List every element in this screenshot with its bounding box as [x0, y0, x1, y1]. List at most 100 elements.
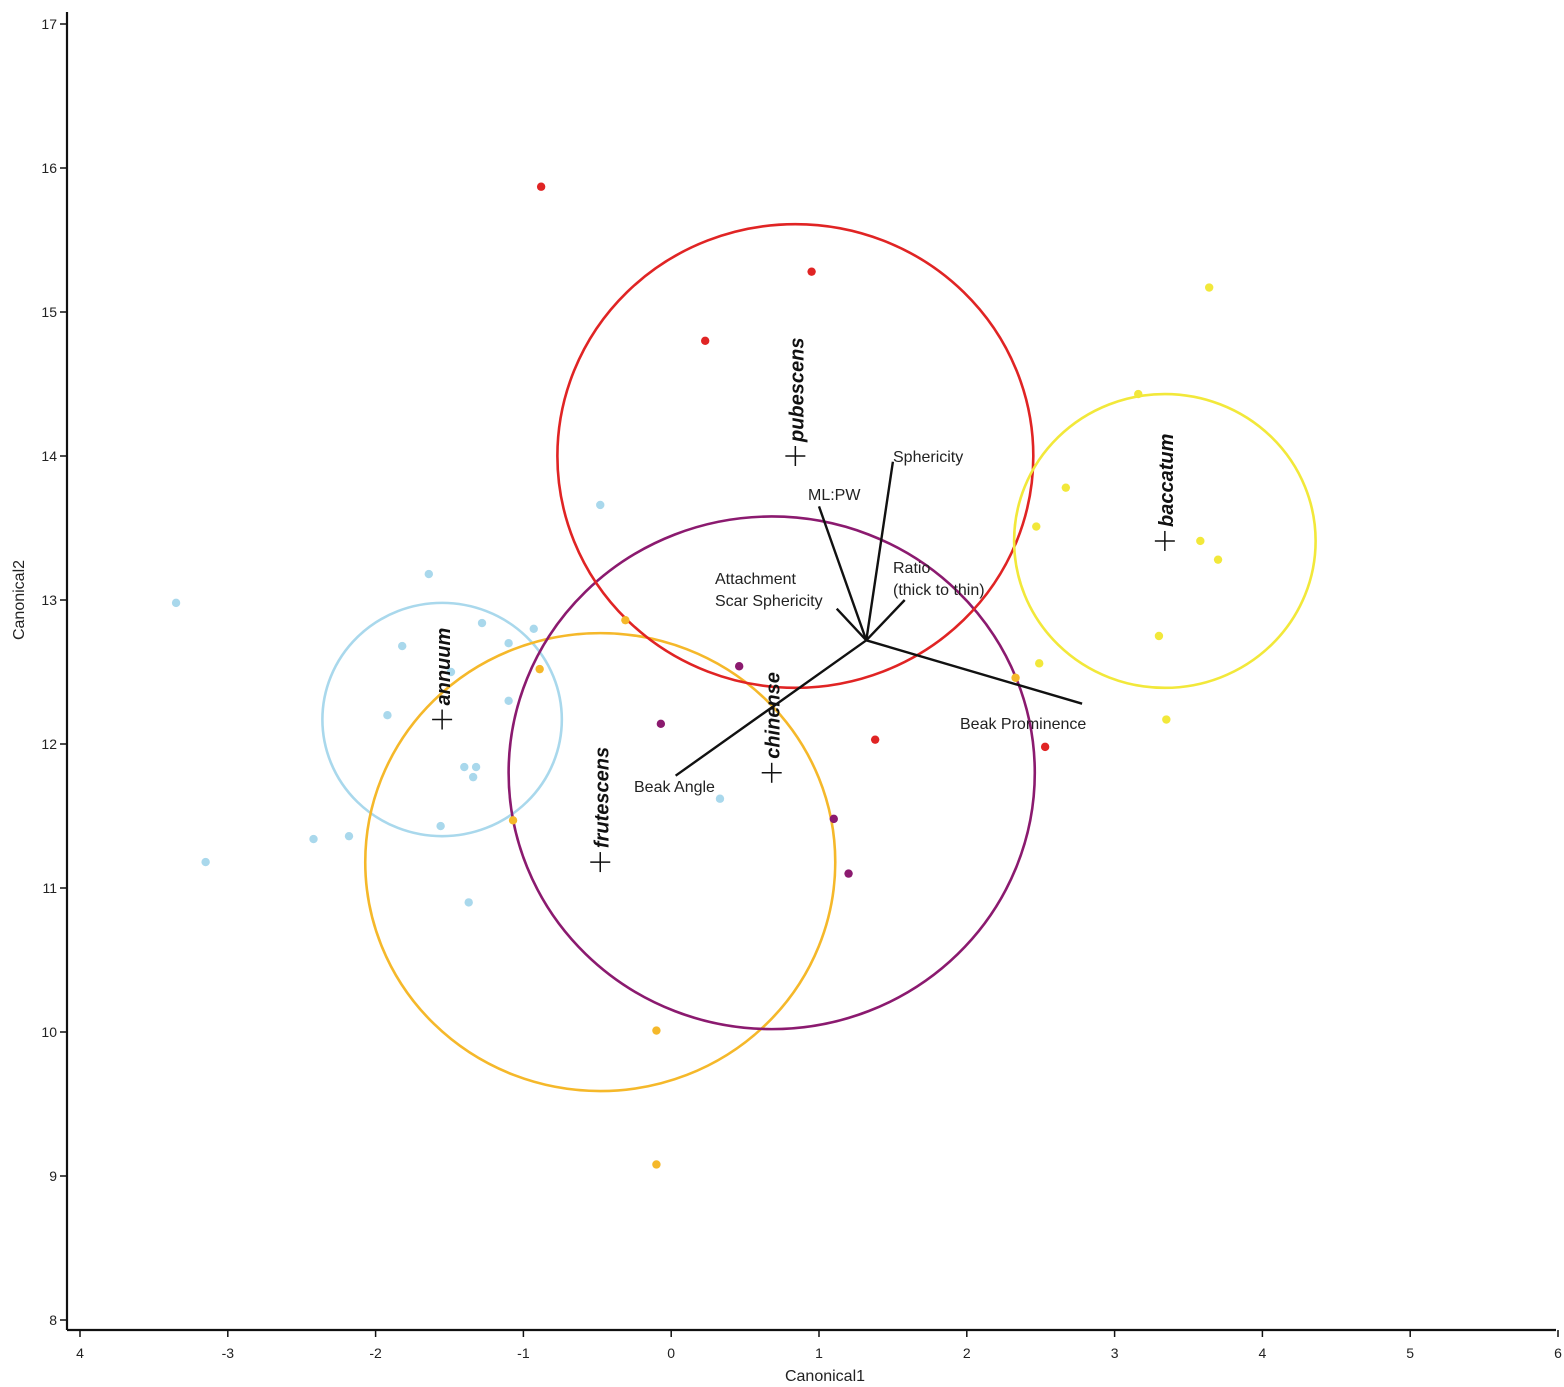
- x-tick-label: 4: [1259, 1345, 1267, 1361]
- data-point-pubescens: [807, 267, 816, 276]
- y-tick-label: 16: [41, 160, 57, 176]
- biplot-label-line: Scar Sphericity: [715, 593, 823, 610]
- confidence-circle-chinense: [507, 515, 1037, 1031]
- data-point-baccatum: [1196, 536, 1205, 546]
- biplot-label: ML:PW: [808, 487, 861, 504]
- data-point-annuum: [383, 711, 392, 720]
- data-point-baccatum: [1204, 283, 1214, 292]
- x-tick-label: 2: [963, 1345, 971, 1361]
- y-tick-label: 13: [41, 592, 57, 608]
- group-label-annuum: annuum: [433, 628, 455, 706]
- data-point-pubescens: [536, 182, 546, 191]
- data-point-annuum: [171, 598, 181, 608]
- biplot-label-line: Sphericity: [893, 449, 963, 466]
- data-point-frutescens: [1011, 673, 1020, 682]
- y-tick-label: 15: [41, 304, 57, 320]
- data-point-annuum: [596, 500, 605, 510]
- x-axis-title: Canonical1: [785, 1368, 865, 1385]
- data-point-annuum: [436, 821, 445, 831]
- data-point-annuum: [715, 794, 725, 803]
- data-point-baccatum: [1035, 659, 1044, 668]
- biplot-label: Ratio (thick to thin): [893, 560, 985, 599]
- group-label-frutescens: frutescens: [591, 747, 613, 848]
- x-tick-label: -1: [517, 1345, 530, 1361]
- group-centroids: [432, 446, 1175, 873]
- biplot-ray: [817, 506, 868, 641]
- confidence-circle-frutescens: [363, 631, 837, 1093]
- data-point-pubescens: [870, 735, 880, 744]
- data-point-annuum: [201, 857, 210, 867]
- group-label-baccatum: baccatum: [1156, 434, 1178, 527]
- biplot-ray: [865, 461, 895, 641]
- data-point-chinense: [656, 719, 666, 729]
- data-point-frutescens: [621, 615, 630, 625]
- data-point-baccatum: [1213, 555, 1223, 564]
- axes: [65, 12, 1556, 1332]
- biplot-label-line: Beak Prominence: [960, 716, 1086, 733]
- group-label-chinense: chinense: [763, 672, 785, 759]
- x-tick-label: 5: [1406, 1345, 1414, 1361]
- x-tick-label: 6: [1554, 1345, 1562, 1361]
- y-tick-label: 17: [41, 16, 57, 32]
- data-point-annuum: [468, 772, 478, 782]
- data-point-annuum: [504, 639, 513, 648]
- x-tick-label: 0: [667, 1345, 675, 1361]
- data-point-annuum: [398, 641, 407, 651]
- data-point-annuum: [477, 618, 487, 628]
- biplot-rays: Sphericity ML:PW Ratio (thick to thin) Attac…: [634, 449, 1086, 796]
- biplot-label-line: Beak Angle: [634, 779, 715, 796]
- data-point-baccatum: [1134, 389, 1143, 399]
- y-tick-label: 12: [41, 736, 57, 752]
- y-axis-title: Canonical2: [11, 560, 28, 640]
- data-point-annuum: [446, 667, 456, 677]
- y-tick-label: 11: [42, 880, 57, 896]
- biplot-label-line: Ratio: [893, 560, 930, 577]
- data-point-baccatum: [1154, 631, 1164, 641]
- x-tick-label: -3: [222, 1345, 235, 1361]
- data-point-annuum: [471, 762, 481, 772]
- biplot-ray: [865, 599, 906, 642]
- data-point-annuum: [460, 762, 469, 772]
- x-tick-label: 4: [76, 1345, 84, 1361]
- data-point-annuum: [309, 834, 318, 844]
- data-point-chinense: [734, 662, 744, 671]
- data-points: [171, 182, 1223, 1169]
- group-label-pubescens: pubescens: [786, 338, 808, 443]
- x-ticks: 4 -3 -2 -1 0 1 2 3 4 5 6: [76, 1330, 1562, 1361]
- biplot-label: Attachment Scar Sphericity: [715, 571, 823, 610]
- x-tick-label: 1: [815, 1345, 823, 1361]
- confidence-circle-baccatum: [1012, 392, 1317, 690]
- y-tick-label: 9: [49, 1168, 57, 1184]
- data-point-pubescens: [700, 336, 710, 345]
- data-point-chinense: [829, 814, 838, 824]
- data-point-frutescens: [508, 816, 518, 825]
- biplot-label: Beak Prominence: [960, 716, 1086, 733]
- data-point-annuum: [504, 696, 513, 705]
- confidence-circles: [321, 222, 1317, 1093]
- data-point-pubescens: [1040, 742, 1050, 752]
- data-point-annuum: [529, 624, 538, 633]
- biplot-label: Sphericity: [893, 449, 963, 466]
- data-point-frutescens: [535, 664, 544, 674]
- data-point-annuum: [424, 569, 434, 579]
- biplot-ray: [835, 607, 868, 642]
- data-point-frutescens: [652, 1160, 661, 1169]
- y-tick-label: 14: [41, 448, 57, 464]
- y-ticks: 8 9 10 11 12 13 14 15 16 17: [41, 16, 67, 1328]
- biplot-label-line: Attachment: [715, 571, 796, 588]
- biplot-label-line: (thick to thin): [893, 582, 985, 599]
- confidence-circle-annuum: [321, 601, 564, 838]
- biplot-ray: [674, 639, 867, 777]
- confidence-circle-pubescens: [556, 222, 1035, 690]
- x-tick-label: -2: [369, 1345, 382, 1361]
- data-point-annuum: [464, 898, 473, 907]
- data-point-baccatum: [1162, 715, 1171, 724]
- biplot-label-line: ML:PW: [808, 487, 861, 504]
- data-point-frutescens: [652, 1026, 661, 1035]
- y-tick-label: 8: [49, 1312, 57, 1328]
- data-point-baccatum: [1032, 522, 1041, 531]
- y-tick-label: 10: [41, 1024, 57, 1040]
- group-labels: annuum frutescens chinense pubescens baccatu…: [433, 338, 1178, 849]
- data-point-chinense: [844, 869, 853, 878]
